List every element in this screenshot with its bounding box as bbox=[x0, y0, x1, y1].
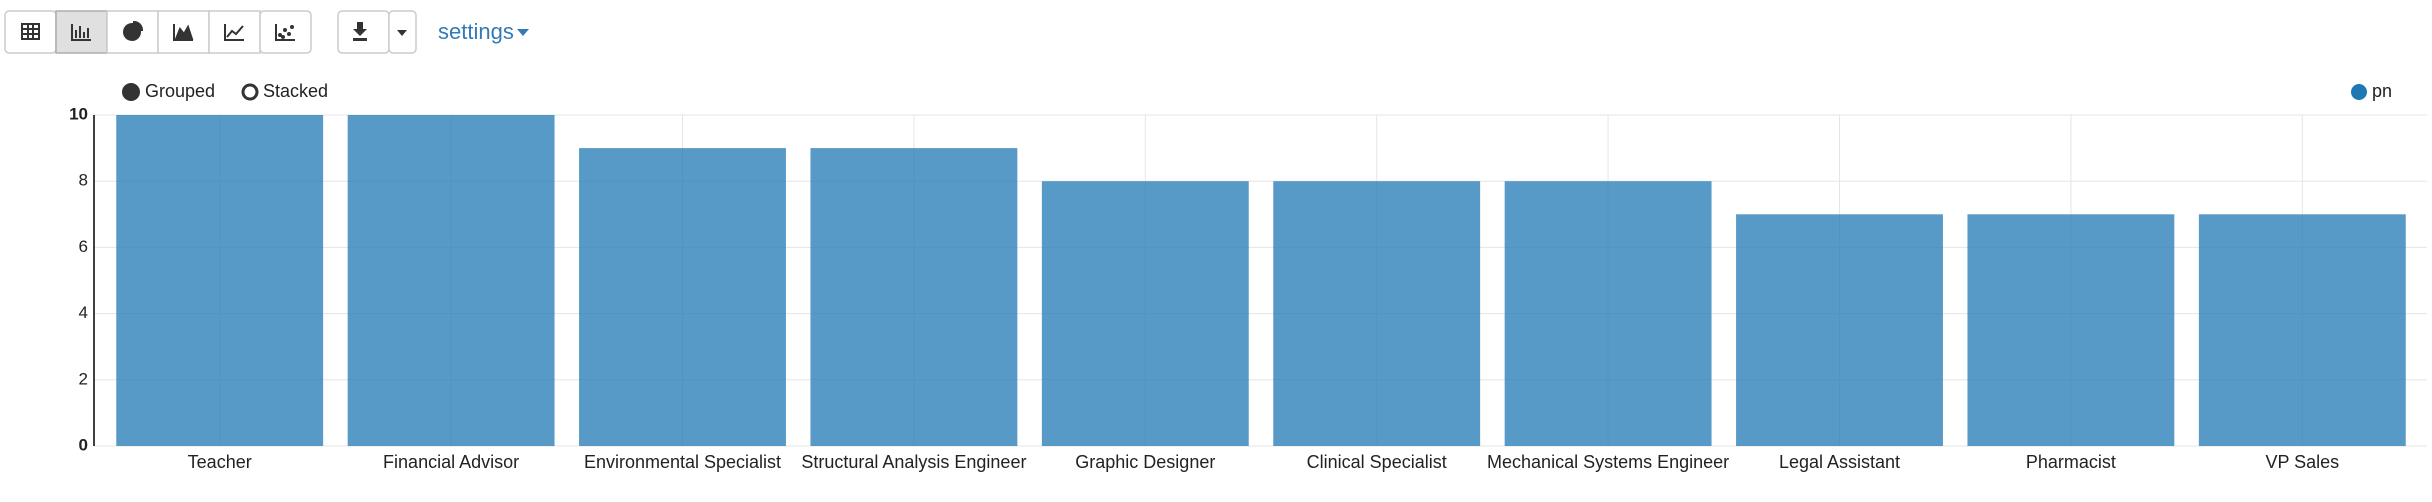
x-tick-label: Teacher bbox=[188, 452, 252, 472]
y-tick-label: 10 bbox=[69, 104, 88, 123]
x-tick-label: Structural Analysis Engineer bbox=[801, 452, 1026, 472]
bar bbox=[2198, 214, 2406, 446]
table-button[interactable] bbox=[4, 10, 57, 54]
bar bbox=[579, 148, 786, 446]
x-tick-label: Mechanical Systems Engineer bbox=[1487, 452, 1729, 472]
x-tick-label: Clinical Specialist bbox=[1307, 452, 1447, 472]
chart-type-buttons bbox=[4, 10, 312, 54]
y-tick-label: 0 bbox=[79, 435, 88, 454]
icons bbox=[21, 20, 295, 41]
settings-caret bbox=[517, 29, 529, 36]
y-tick-label: 4 bbox=[79, 303, 88, 322]
bar bbox=[1041, 181, 1249, 446]
x-tick-label: Financial Advisor bbox=[383, 452, 519, 472]
grouped-radio[interactable] bbox=[122, 83, 140, 101]
settings-link[interactable]: settings bbox=[438, 19, 514, 44]
bar bbox=[347, 115, 555, 446]
stacked-label[interactable]: Stacked bbox=[263, 81, 328, 101]
bar bbox=[1504, 181, 1712, 446]
download-group bbox=[337, 10, 417, 54]
x-tick-label: Legal Assistant bbox=[1779, 452, 1900, 472]
x-tick-label: VP Sales bbox=[2265, 452, 2339, 472]
bar bbox=[1273, 181, 1481, 446]
y-tick-label: 8 bbox=[79, 171, 88, 190]
stacked-radio[interactable] bbox=[241, 83, 259, 101]
x-tick-label: Pharmacist bbox=[2026, 452, 2116, 472]
y-tick-label: 2 bbox=[79, 369, 88, 388]
x-tick-label: Graphic Designer bbox=[1075, 452, 1215, 472]
download-icon bbox=[353, 22, 367, 41]
legend-marker[interactable] bbox=[2351, 84, 2367, 100]
bar-chart-button[interactable] bbox=[55, 10, 108, 54]
bar bbox=[116, 115, 324, 446]
scatter-chart-button[interactable] bbox=[259, 10, 312, 54]
bar bbox=[1736, 214, 1943, 446]
legend-label[interactable]: pn bbox=[2372, 81, 2392, 101]
bar bbox=[810, 148, 1018, 446]
caret bbox=[397, 30, 407, 36]
plot: 0 2 4 6 8 10 Teacher Financial Advisor Environme… bbox=[69, 81, 2427, 472]
grouped-label[interactable]: Grouped bbox=[145, 81, 215, 101]
bar bbox=[1967, 214, 2175, 446]
y-tick-label: 6 bbox=[79, 237, 88, 256]
x-tick-label: Environmental Specialist bbox=[584, 452, 781, 472]
